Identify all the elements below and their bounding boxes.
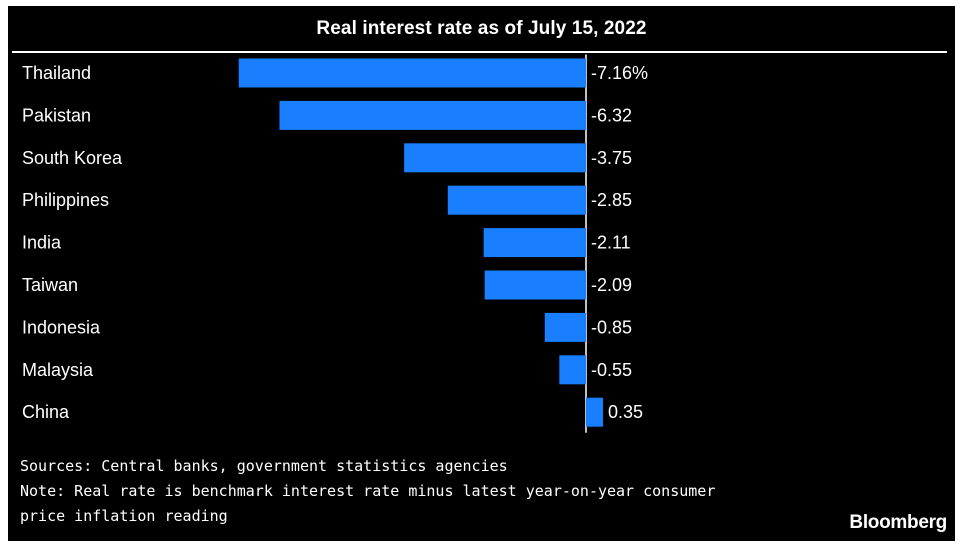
category-label: Pakistan bbox=[22, 105, 91, 125]
value-label: -6.32 bbox=[591, 105, 632, 125]
category-label: Indonesia bbox=[22, 317, 101, 337]
value-label: 0.35 bbox=[608, 402, 643, 422]
category-label: Philippines bbox=[22, 190, 109, 210]
value-label: -2.85 bbox=[591, 190, 632, 210]
value-label: -3.75 bbox=[591, 148, 632, 168]
bar bbox=[447, 185, 586, 215]
bar bbox=[586, 397, 603, 427]
definition-note-line-2: price inflation reading bbox=[20, 507, 228, 525]
category-label: Malaysia bbox=[22, 360, 94, 380]
bar-chart-plot: Thailand -7.16% Pakistan -6.32 South Korea -3… bbox=[22, 54, 648, 433]
bar bbox=[559, 355, 586, 385]
bar bbox=[484, 270, 586, 300]
value-label: -0.55 bbox=[591, 360, 632, 380]
bar bbox=[544, 312, 586, 342]
sources-note: Sources: Central banks, government stati… bbox=[20, 457, 508, 475]
definition-note-line-1: Note: Real rate is benchmark interest ra… bbox=[20, 482, 716, 500]
category-label: Taiwan bbox=[22, 275, 78, 295]
bar bbox=[238, 58, 587, 88]
bloomberg-logo: Bloomberg bbox=[849, 512, 947, 533]
value-label: -2.09 bbox=[591, 275, 632, 295]
bar bbox=[279, 100, 586, 130]
category-label: China bbox=[22, 402, 70, 422]
value-label: -2.11 bbox=[591, 233, 631, 253]
category-label: South Korea bbox=[22, 148, 123, 168]
value-label: -0.85 bbox=[591, 317, 632, 337]
chart-frame: Real interest rate as of July 15, 2022 T… bbox=[8, 6, 955, 541]
chart-footnotes: Sources: Central banks, government stati… bbox=[20, 454, 820, 529]
category-label: Thailand bbox=[22, 63, 91, 83]
bar bbox=[483, 228, 586, 258]
value-label: -7.16% bbox=[591, 63, 648, 83]
bar bbox=[404, 143, 586, 173]
category-label: India bbox=[22, 233, 62, 253]
chart-title: Real interest rate as of July 15, 2022 bbox=[316, 18, 647, 39]
title-divider bbox=[12, 51, 947, 53]
